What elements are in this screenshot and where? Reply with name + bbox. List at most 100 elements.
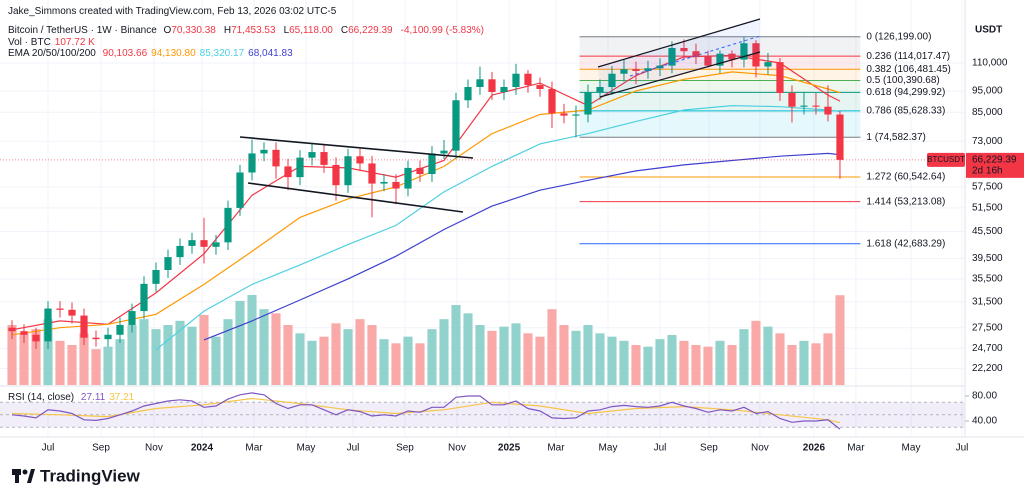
price-tag: 66,229.39 — [972, 155, 1017, 166]
candle-body — [512, 73, 520, 88]
volume-bar — [775, 333, 785, 385]
candle-body — [200, 240, 208, 247]
candle-body — [356, 156, 364, 164]
rsi-legend: RSI (14, close) 27.11 37.21 — [8, 392, 138, 403]
ohlc-key: L — [283, 25, 290, 36]
symbol: Bitcoin / TetherUS · 1W · Binance — [8, 25, 157, 36]
ema-line — [11, 71, 841, 336]
candle-body — [104, 334, 112, 340]
fib-label: 0.382 (106,481.45) — [866, 64, 951, 75]
volume-bar — [511, 323, 521, 385]
volume-bar — [475, 325, 485, 385]
candle-body — [236, 172, 244, 208]
volume-bar — [343, 329, 353, 385]
y-tick-label: 45,500 — [972, 226, 1003, 237]
candle-body — [500, 87, 508, 93]
ohlc-key: H — [223, 25, 232, 36]
x-tick-label: Jul — [42, 443, 55, 454]
x-tick-label: Jul — [347, 443, 360, 454]
volume-bar — [703, 346, 713, 385]
volume-bar — [463, 313, 473, 385]
candle-body — [116, 324, 124, 335]
volume-bar — [763, 326, 773, 385]
rsi-value: 27.11 — [80, 392, 106, 403]
volume-bar — [187, 326, 197, 385]
candle-body — [128, 311, 136, 325]
y-tick-label: 73,000 — [972, 136, 1003, 147]
ohlc-item: L65,118.00 — [284, 25, 337, 36]
x-tick-label: 2025 — [498, 443, 521, 454]
ohlc-item: C66,229.39 — [341, 25, 397, 36]
candle-body — [572, 114, 580, 116]
volume-bar — [691, 345, 701, 385]
volume-bar — [523, 333, 533, 385]
candle-body — [740, 43, 748, 60]
volume-bar — [427, 329, 437, 385]
x-tick-label: Mar — [245, 443, 263, 454]
candle-body — [788, 93, 796, 107]
candle-body — [80, 315, 88, 338]
volume-bar — [415, 343, 425, 385]
volume-bar — [331, 323, 341, 385]
brand: TradingView — [40, 466, 141, 485]
volume-bar — [655, 339, 665, 385]
candle-body — [176, 245, 184, 258]
volume-bar — [163, 325, 173, 385]
logo-shape — [27, 469, 35, 483]
trendline — [597, 18, 761, 68]
x-tick-label: May — [297, 443, 316, 454]
volume-bar — [583, 325, 593, 385]
candle-body — [380, 181, 388, 184]
volume-bar — [643, 346, 653, 385]
y-tick-label: 35,500 — [972, 274, 1003, 285]
candle-body — [560, 113, 568, 116]
candle-body — [704, 56, 712, 66]
candle-body — [488, 79, 496, 93]
candle-body — [20, 331, 28, 335]
ema-value: 68,041.83 — [248, 48, 293, 59]
candle-body — [8, 327, 16, 332]
fib-label: 0.5 (100,390.68) — [866, 75, 939, 86]
candle-body — [536, 85, 544, 89]
volume-bar — [235, 300, 245, 385]
volume-bar — [607, 336, 617, 385]
ema-line — [155, 104, 841, 351]
volume-bar — [631, 345, 641, 385]
trendline — [239, 136, 474, 159]
volume-bar — [115, 339, 125, 385]
trendline — [599, 51, 761, 98]
x-tick-label: Nov — [145, 443, 163, 454]
volume-bar — [307, 340, 317, 385]
volume-bar — [451, 305, 461, 385]
logo-shape — [22, 469, 28, 475]
volume-bar — [679, 340, 689, 385]
candle-body — [428, 153, 436, 175]
ohlc-value: 66,229.39 — [348, 25, 393, 36]
candle-body — [620, 69, 628, 74]
ohlc-item: O70,330.38 — [164, 25, 220, 36]
candle-body — [152, 270, 160, 284]
candle-body — [548, 88, 556, 114]
volume-bar — [499, 326, 509, 385]
rsi-ma-line — [11, 397, 841, 424]
volume-bar — [787, 345, 797, 385]
candle-body — [296, 157, 304, 178]
candle-body — [596, 87, 604, 93]
candle-body — [764, 62, 772, 67]
volume-bar — [247, 295, 257, 385]
change: -4,100.99 (-5.83%) — [400, 25, 484, 36]
y-tick-label: 110,000 — [972, 58, 1008, 69]
y-tick-label: 57,500 — [972, 182, 1003, 193]
candle-body — [584, 92, 592, 115]
candle-body — [752, 43, 760, 67]
ema-value: 94,130.80 — [151, 48, 196, 59]
volume-bar — [379, 339, 389, 385]
volume-bar — [127, 325, 137, 385]
fib-label: 1.414 (53,213.08) — [866, 196, 945, 207]
ema-legend: EMA 20/50/100/200 90,103.66 94,130.80 85,3… — [8, 48, 297, 59]
x-tick-label: 2024 — [191, 443, 214, 454]
volume-bar — [571, 330, 581, 385]
ema-value: 85,320.17 — [199, 48, 245, 59]
volume-bar — [91, 349, 101, 385]
candle-body — [44, 308, 52, 342]
